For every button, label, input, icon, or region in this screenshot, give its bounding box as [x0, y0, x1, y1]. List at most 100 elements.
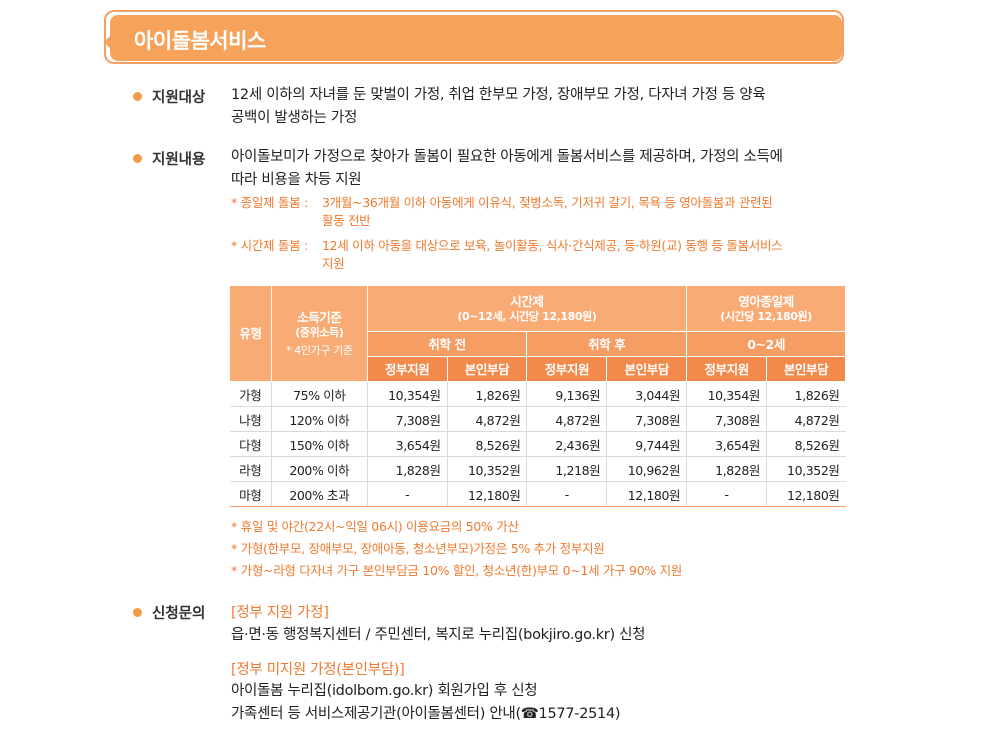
nongov-text: 아이돌봄 누리집(idolbom.go.kr) 회원가입 후 신청 가족센터 등…: [231, 680, 621, 726]
table-row: 마형 200% 초과 - 12,180원 - 12,180원 - 12,180원: [229, 481, 846, 507]
content-label-row: 지원내용: [133, 148, 205, 169]
note-fullday-text: 3개월~36개월 이하 아동에게 이유식, 젖병소독, 기저귀 갈기, 목욕 등…: [322, 194, 773, 230]
cell-value: 4,872원: [446, 406, 527, 432]
nongov-line-1: 아이돌봄 누리집(idolbom.go.kr) 회원가입 후 신청: [231, 683, 538, 699]
content-line-1: 아이돌보미가 가정으로 찾아가 돌봄이 필요한 아동에게 돌봄서비스를 제공하며…: [231, 149, 783, 165]
header-income-sub: (중위소득): [295, 325, 344, 339]
table-row: 가형 75% 이하 10,354원 1,826원 9,136원 3,044원 1…: [229, 381, 846, 407]
bullet-dot-icon: [133, 608, 142, 617]
bullet-dot-icon: [133, 154, 142, 163]
cell-value: 7,308원: [366, 406, 448, 432]
cell-value: 9,744원: [606, 431, 687, 457]
cell-type: 라형: [229, 456, 272, 482]
header-hourly-title: 시간제: [510, 293, 544, 309]
header-self: 본인부담: [446, 356, 528, 382]
cell-income: 200% 이하: [270, 456, 368, 482]
inquiry-label: 신청문의: [152, 606, 206, 622]
cell-value: 8,526원: [446, 431, 527, 457]
target-line-2: 공백이 발생하는 가정: [231, 110, 357, 126]
cell-value: 3,044원: [606, 381, 687, 407]
header-before-school: 취학 전: [366, 331, 528, 357]
cell-value: 7,308원: [686, 406, 767, 432]
cell-value: 1,828원: [686, 456, 767, 482]
header-gov: 정부지원: [526, 356, 608, 382]
inquiry-label-row: 신청문의: [133, 602, 205, 623]
header-hourly-sub: (0~12세, 시간당 12,180원): [457, 309, 597, 323]
header-income-title: 소득기준: [297, 309, 342, 325]
cell-value: 12,180원: [446, 481, 527, 507]
gov-support-heading: [정부 지원 가정]: [231, 605, 329, 621]
table-note-3: * 가형~라형 다자녀 가구 본인부담금 10% 할인, 청소년(한)부모 0~…: [231, 563, 683, 578]
cell-income: 75% 이하: [270, 381, 368, 407]
section-banner: 아이돌봄서비스: [104, 10, 844, 64]
cell-value: 10,354원: [366, 381, 448, 407]
cell-type: 가형: [229, 381, 272, 407]
header-gov: 정부지원: [686, 356, 768, 382]
nongov-line-2: 가족센터 등 서비스제공기관(아이돌봄센터) 안내(☎1577-2514): [231, 706, 621, 722]
cell-value: -: [686, 481, 767, 507]
header-income-note: * 4인가구 기준: [286, 343, 353, 357]
cell-value: 10,354원: [686, 381, 767, 407]
cell-income: 120% 이하: [270, 406, 368, 432]
cell-value: 1,828원: [366, 456, 448, 482]
table-row: 나형 120% 이하 7,308원 4,872원 4,872원 7,308원 7…: [229, 406, 846, 432]
content-text: 아이돌보미가 가정으로 찾아가 돌봄이 필요한 아동에게 돌봄서비스를 제공하며…: [231, 146, 783, 192]
note-hourly-line-2: 지원: [322, 256, 345, 271]
cell-income: 200% 초과: [270, 481, 368, 507]
note-hourly-text: 12세 이하 아동을 대상으로 보육, 놀이활동, 식사·간식제공, 등·하원(…: [322, 237, 783, 273]
content-line-2: 따라 비용을 차등 지원: [231, 172, 362, 188]
target-text: 12세 이하의 자녀를 둔 맞벌이 가정, 취업 한부모 가정, 장애부모 가정…: [231, 84, 766, 130]
cell-value: -: [366, 481, 448, 507]
cell-value: 2,436원: [526, 431, 607, 457]
header-type: 유형: [229, 285, 272, 382]
content-label: 지원내용: [152, 152, 206, 168]
cell-value: 12,180원: [606, 481, 687, 507]
table-notes: * 휴일 및 야간(22시~익일 06시) 이용요금의 50% 가산 * 가형(…: [231, 516, 682, 582]
gov-support-text: 읍·면·동 행정복지센터 / 주민센터, 복지로 누리집(bokjiro.go.…: [231, 627, 646, 643]
header-fullday-sub: (시간당 12,180원): [720, 309, 812, 323]
cell-value: 4,872원: [526, 406, 607, 432]
cell-value: 12,180원: [766, 481, 846, 507]
note-fullday-label: * 종일제 돌봄 :: [231, 195, 308, 210]
header-hourly: 시간제 (0~12세, 시간당 12,180원): [366, 285, 688, 332]
banner-title: 아이돌봄서비스: [134, 29, 266, 53]
note-fullday-line-1: 3개월~36개월 이하 아동에게 이유식, 젖병소독, 기저귀 갈기, 목욕 등…: [322, 195, 773, 210]
cell-type: 마형: [229, 481, 272, 507]
cell-value: 9,136원: [526, 381, 607, 407]
target-label: 지원대상: [152, 90, 206, 106]
table-note-1: * 휴일 및 야간(22시~익일 06시) 이용요금의 50% 가산: [231, 519, 519, 534]
cell-value: -: [526, 481, 607, 507]
header-self: 본인부담: [766, 356, 846, 382]
header-after-school: 취학 후: [526, 331, 688, 357]
table-row: 라형 200% 이하 1,828원 10,352원 1,218원 10,962원…: [229, 456, 846, 482]
cell-income: 150% 이하: [270, 431, 368, 457]
header-fullday-title: 영아종일제: [738, 293, 794, 309]
cell-value: 7,308원: [606, 406, 687, 432]
cell-value: 1,826원: [446, 381, 527, 407]
note-hourly-line-1: 12세 이하 아동을 대상으로 보육, 놀이활동, 식사·간식제공, 등·하원(…: [322, 238, 783, 253]
table-row: 다형 150% 이하 3,654원 8,526원 2,436원 9,744원 3…: [229, 431, 846, 457]
note-fullday-line-2: 활동 전반: [322, 213, 371, 228]
cell-value: 4,872원: [766, 406, 846, 432]
cell-value: 3,654원: [686, 431, 767, 457]
cell-value: 10,352원: [446, 456, 527, 482]
cell-value: 1,218원: [526, 456, 607, 482]
nongov-heading: [정부 미지원 가정(본인부담)]: [231, 662, 405, 678]
cell-value: 10,962원: [606, 456, 687, 482]
cell-type: 다형: [229, 431, 272, 457]
bullet-dot-icon: [133, 92, 142, 101]
cell-value: 10,352원: [766, 456, 846, 482]
header-fullday: 영아종일제 (시간당 12,180원): [686, 285, 846, 332]
cell-value: 1,826원: [766, 381, 846, 407]
note-hourly-label: * 시간제 돌봄 :: [231, 238, 308, 253]
fee-table: 유형 소득기준 (중위소득) * 4인가구 기준 시간제 (0~12세, 시간당…: [229, 285, 846, 507]
header-gov: 정부지원: [366, 356, 448, 382]
cell-type: 나형: [229, 406, 272, 432]
cell-value: 8,526원: [766, 431, 846, 457]
header-self: 본인부담: [606, 356, 688, 382]
target-label-row: 지원대상: [133, 86, 205, 107]
header-age: 0~2세: [686, 331, 846, 357]
cell-value: 3,654원: [366, 431, 448, 457]
table-note-2: * 가형(한부모, 장애부모, 장애아동, 청소년부모)가정은 5% 추가 정부…: [231, 541, 605, 556]
banner-notch: [104, 33, 113, 51]
